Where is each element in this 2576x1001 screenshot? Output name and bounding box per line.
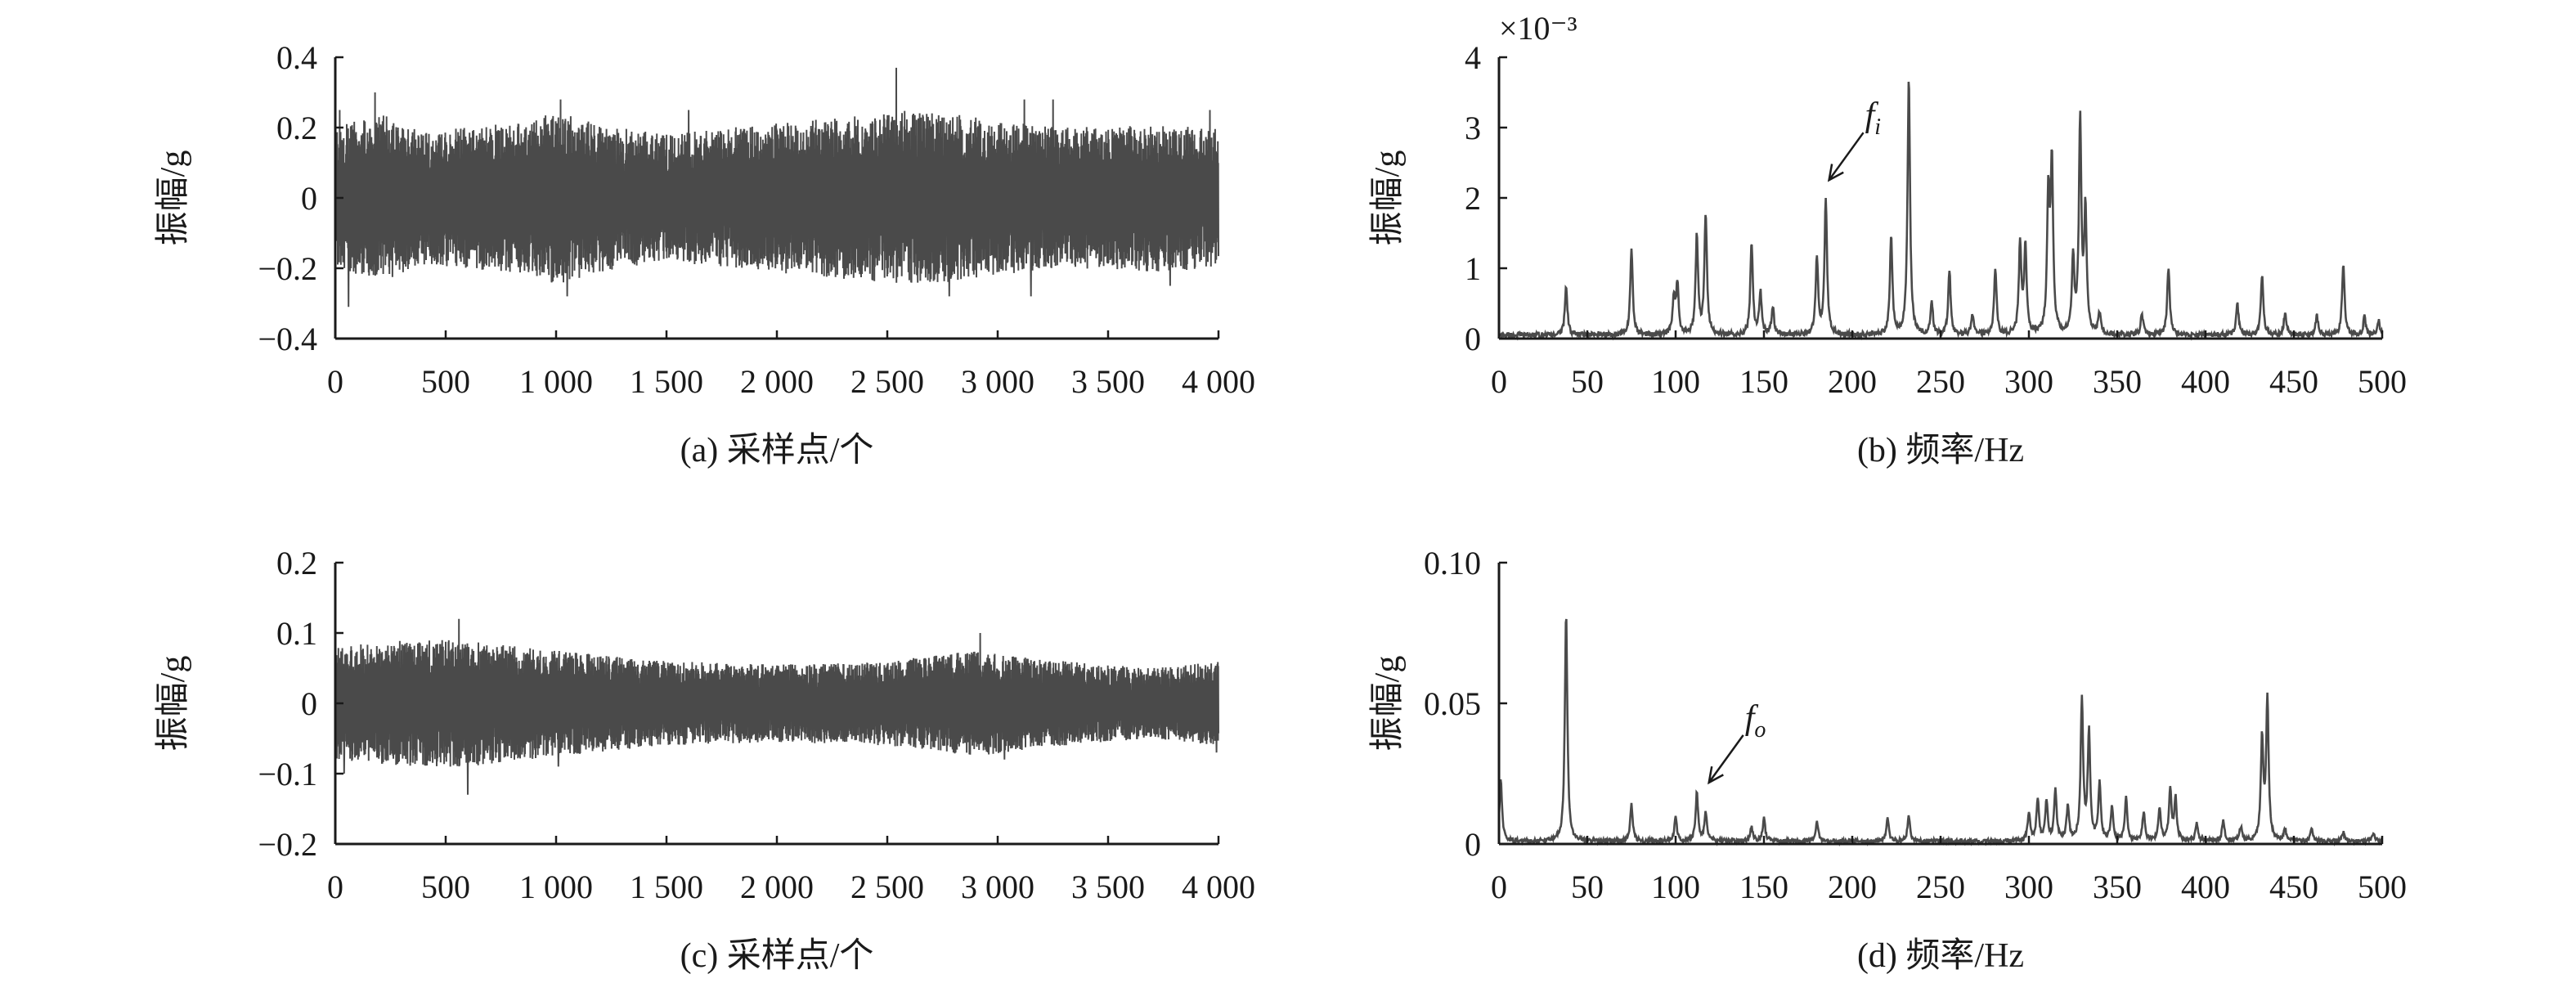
chart-d: 0 50 100 150 200 250 300 350 400 450 500 0.10 0.05 0 振… [1369, 545, 2407, 975]
x-tick-label: 400 [2181, 363, 2230, 400]
series-line [334, 618, 1219, 795]
x-tick-label: 150 [1739, 363, 1788, 400]
x-tick-label: 3 000 [961, 363, 1034, 400]
x-tick-label: 300 [2004, 363, 2053, 400]
scale-note: ×10⁻³ [1499, 10, 1577, 47]
x-tick-label: 4 000 [1182, 363, 1255, 400]
panel-c: 0 500 1 000 1 500 2 000 2 500 3 000 3 500 4 000 0… [0, 500, 1288, 1001]
annotation-subscript: i [1874, 114, 1881, 140]
y-tick-label: 0 [1465, 826, 1481, 863]
y-tick-label: 0.2 [276, 545, 317, 581]
x-tick-label: 450 [2269, 869, 2318, 905]
y-axis-label: 振幅/g [1369, 150, 1407, 246]
x-tick-label: 50 [1571, 363, 1604, 400]
chart-b: 0 50 100 150 200 250 300 350 400 450 500 4 3 2 1 0 振幅/g (… [1369, 10, 2407, 469]
x-tick-label: 500 [421, 869, 470, 905]
x-tick-label: 350 [2093, 363, 2142, 400]
annotation-label: fi [1865, 97, 1881, 140]
x-tick-label: 500 [2358, 869, 2407, 905]
x-tick-label: 1 000 [519, 363, 593, 400]
y-tick-label: 0 [301, 685, 317, 722]
x-tick-label: 500 [421, 363, 470, 400]
x-tick-label: 50 [1571, 869, 1604, 905]
chart-a: 0 500 1 000 1 500 2 000 2 500 3 000 3 500 4 000 0… [155, 39, 1255, 469]
chart-c: 0 500 1 000 1 500 2 000 2 500 3 000 3 500 4 000 0… [155, 545, 1255, 975]
x-tick-label: 250 [1916, 363, 1965, 400]
x-tick-label: 3 500 [1071, 363, 1145, 400]
y-tick-label: 0.10 [1424, 545, 1481, 581]
annotation-arrowhead [1708, 765, 1724, 785]
x-tick-label: 200 [1828, 869, 1877, 905]
y-axis-label: 振幅/g [155, 656, 192, 752]
y-tick-label: 0.1 [276, 615, 317, 652]
x-tick-label: 350 [2093, 869, 2142, 905]
x-tick-label: 300 [2004, 869, 2053, 905]
x-tick-label: 150 [1739, 869, 1788, 905]
y-tick-label: 0.2 [276, 110, 317, 146]
series-line [1497, 618, 2384, 847]
x-tick-label: 250 [1916, 869, 1965, 905]
x-tick-label: 1 500 [630, 363, 703, 400]
x-tick-label: 500 [2358, 363, 2407, 400]
panel-caption: (c) 采样点/个 [680, 937, 874, 975]
x-tick-label: 0 [327, 869, 343, 905]
x-tick-label: 0 [1491, 363, 1507, 400]
y-tick-label: 2 [1465, 180, 1481, 217]
x-tick-label: 100 [1651, 869, 1700, 905]
y-tick-label: 4 [1465, 39, 1481, 76]
x-tick-label: 1 500 [630, 869, 703, 905]
annotation-arrow [1708, 734, 1744, 783]
y-tick-label: 0 [301, 180, 317, 217]
y-tick-label: −0.2 [258, 250, 317, 287]
x-tick-label: 400 [2181, 869, 2230, 905]
x-tick-label: 1 000 [519, 869, 593, 905]
x-tick-label: 4 000 [1182, 869, 1255, 905]
x-tick-label: 0 [327, 363, 343, 400]
x-tick-label: 100 [1651, 363, 1700, 400]
annotation-label: fo [1745, 699, 1766, 743]
y-tick-label: −0.1 [258, 756, 317, 792]
y-tick-label: 0.05 [1424, 685, 1481, 722]
x-tick-label: 450 [2269, 363, 2318, 400]
x-tick-label: 2 000 [740, 869, 814, 905]
x-tick-label: 2 000 [740, 363, 814, 400]
annotation-arrow [1828, 132, 1865, 181]
panel-a: 0 500 1 000 1 500 2 000 2 500 3 000 3 500 4 000 0… [0, 0, 1288, 500]
panel-caption: (d) 频率/Hz [1857, 936, 2024, 975]
x-tick-label: 2 500 [850, 869, 924, 905]
y-tick-label: −0.2 [258, 826, 317, 863]
x-tick-label: 0 [1491, 869, 1507, 905]
panel-b: 0 50 100 150 200 250 300 350 400 450 500 4 3 2 1 0 振幅/g (… [1288, 0, 2576, 500]
series-line [1497, 81, 2384, 341]
x-tick-label: 2 500 [850, 363, 924, 400]
series-line [334, 67, 1219, 307]
y-axis-label: 振幅/g [1369, 656, 1407, 752]
y-tick-label: 0 [1465, 321, 1481, 357]
annotation-arrowhead [1827, 164, 1844, 182]
y-tick-label: 3 [1465, 110, 1481, 146]
panel-caption: (b) 频率/Hz [1857, 431, 2024, 469]
annotation-subscript: o [1754, 717, 1766, 743]
y-tick-label: 0.4 [276, 39, 317, 76]
y-axis-label: 振幅/g [155, 150, 192, 246]
y-tick-label: −0.4 [258, 321, 317, 357]
y-tick-label: 1 [1465, 250, 1481, 287]
panel-d: 0 50 100 150 200 250 300 350 400 450 500 0.10 0.05 0 振… [1288, 500, 2576, 1001]
x-tick-label: 3 000 [961, 869, 1034, 905]
panel-caption: (a) 采样点/个 [680, 432, 874, 469]
x-tick-label: 200 [1828, 363, 1877, 400]
x-tick-label: 3 500 [1071, 869, 1145, 905]
